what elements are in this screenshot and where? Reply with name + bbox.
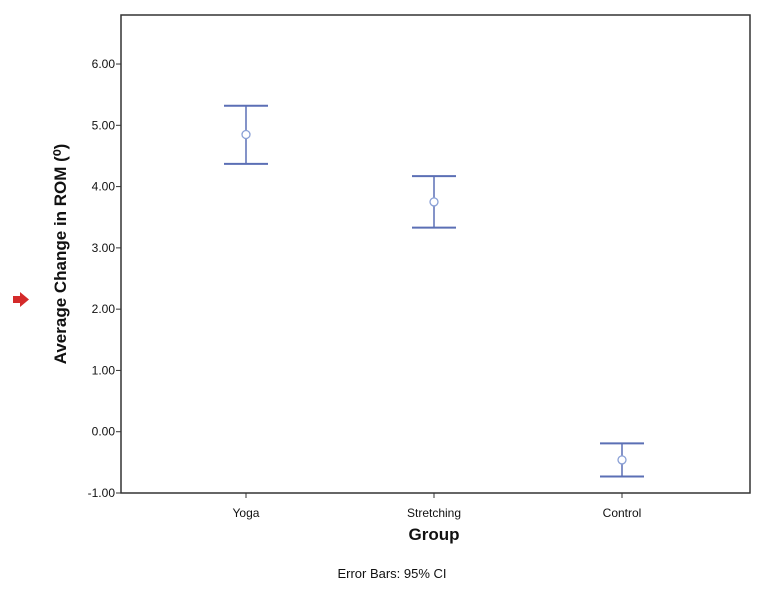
y-axis-title: Average Change in ROM (⁰) bbox=[51, 144, 70, 365]
x-tick-label: Stretching bbox=[407, 506, 461, 520]
y-tick-label: 6.00 bbox=[92, 57, 116, 71]
plot-frame bbox=[120, 14, 751, 494]
y-axis: 6.00 5.00 4.00 3.00 2.00 1.00 0.00 -1.00 bbox=[88, 57, 121, 500]
y-tick-label: 4.00 bbox=[92, 180, 116, 194]
mean-marker bbox=[241, 129, 251, 140]
y-tick-label: 1.00 bbox=[92, 363, 116, 377]
y-tick-label: -1.00 bbox=[88, 486, 116, 500]
y-tick-label: 2.00 bbox=[92, 302, 116, 316]
red-arrow-icon bbox=[13, 292, 29, 307]
y-tick-label: 5.00 bbox=[92, 118, 116, 132]
mean-marker bbox=[429, 197, 439, 207]
y-tick-label: 3.00 bbox=[92, 241, 116, 255]
x-tick-label: Control bbox=[603, 506, 642, 520]
x-axis-title: Group bbox=[409, 525, 460, 544]
footnote: Error Bars: 95% CI bbox=[337, 566, 446, 581]
y-tick-label: 0.00 bbox=[92, 425, 116, 439]
error-bars bbox=[224, 104, 644, 478]
mean-marker bbox=[617, 455, 627, 465]
x-axis: Yoga Stretching Control bbox=[233, 493, 642, 520]
x-tick-label: Yoga bbox=[233, 506, 260, 520]
